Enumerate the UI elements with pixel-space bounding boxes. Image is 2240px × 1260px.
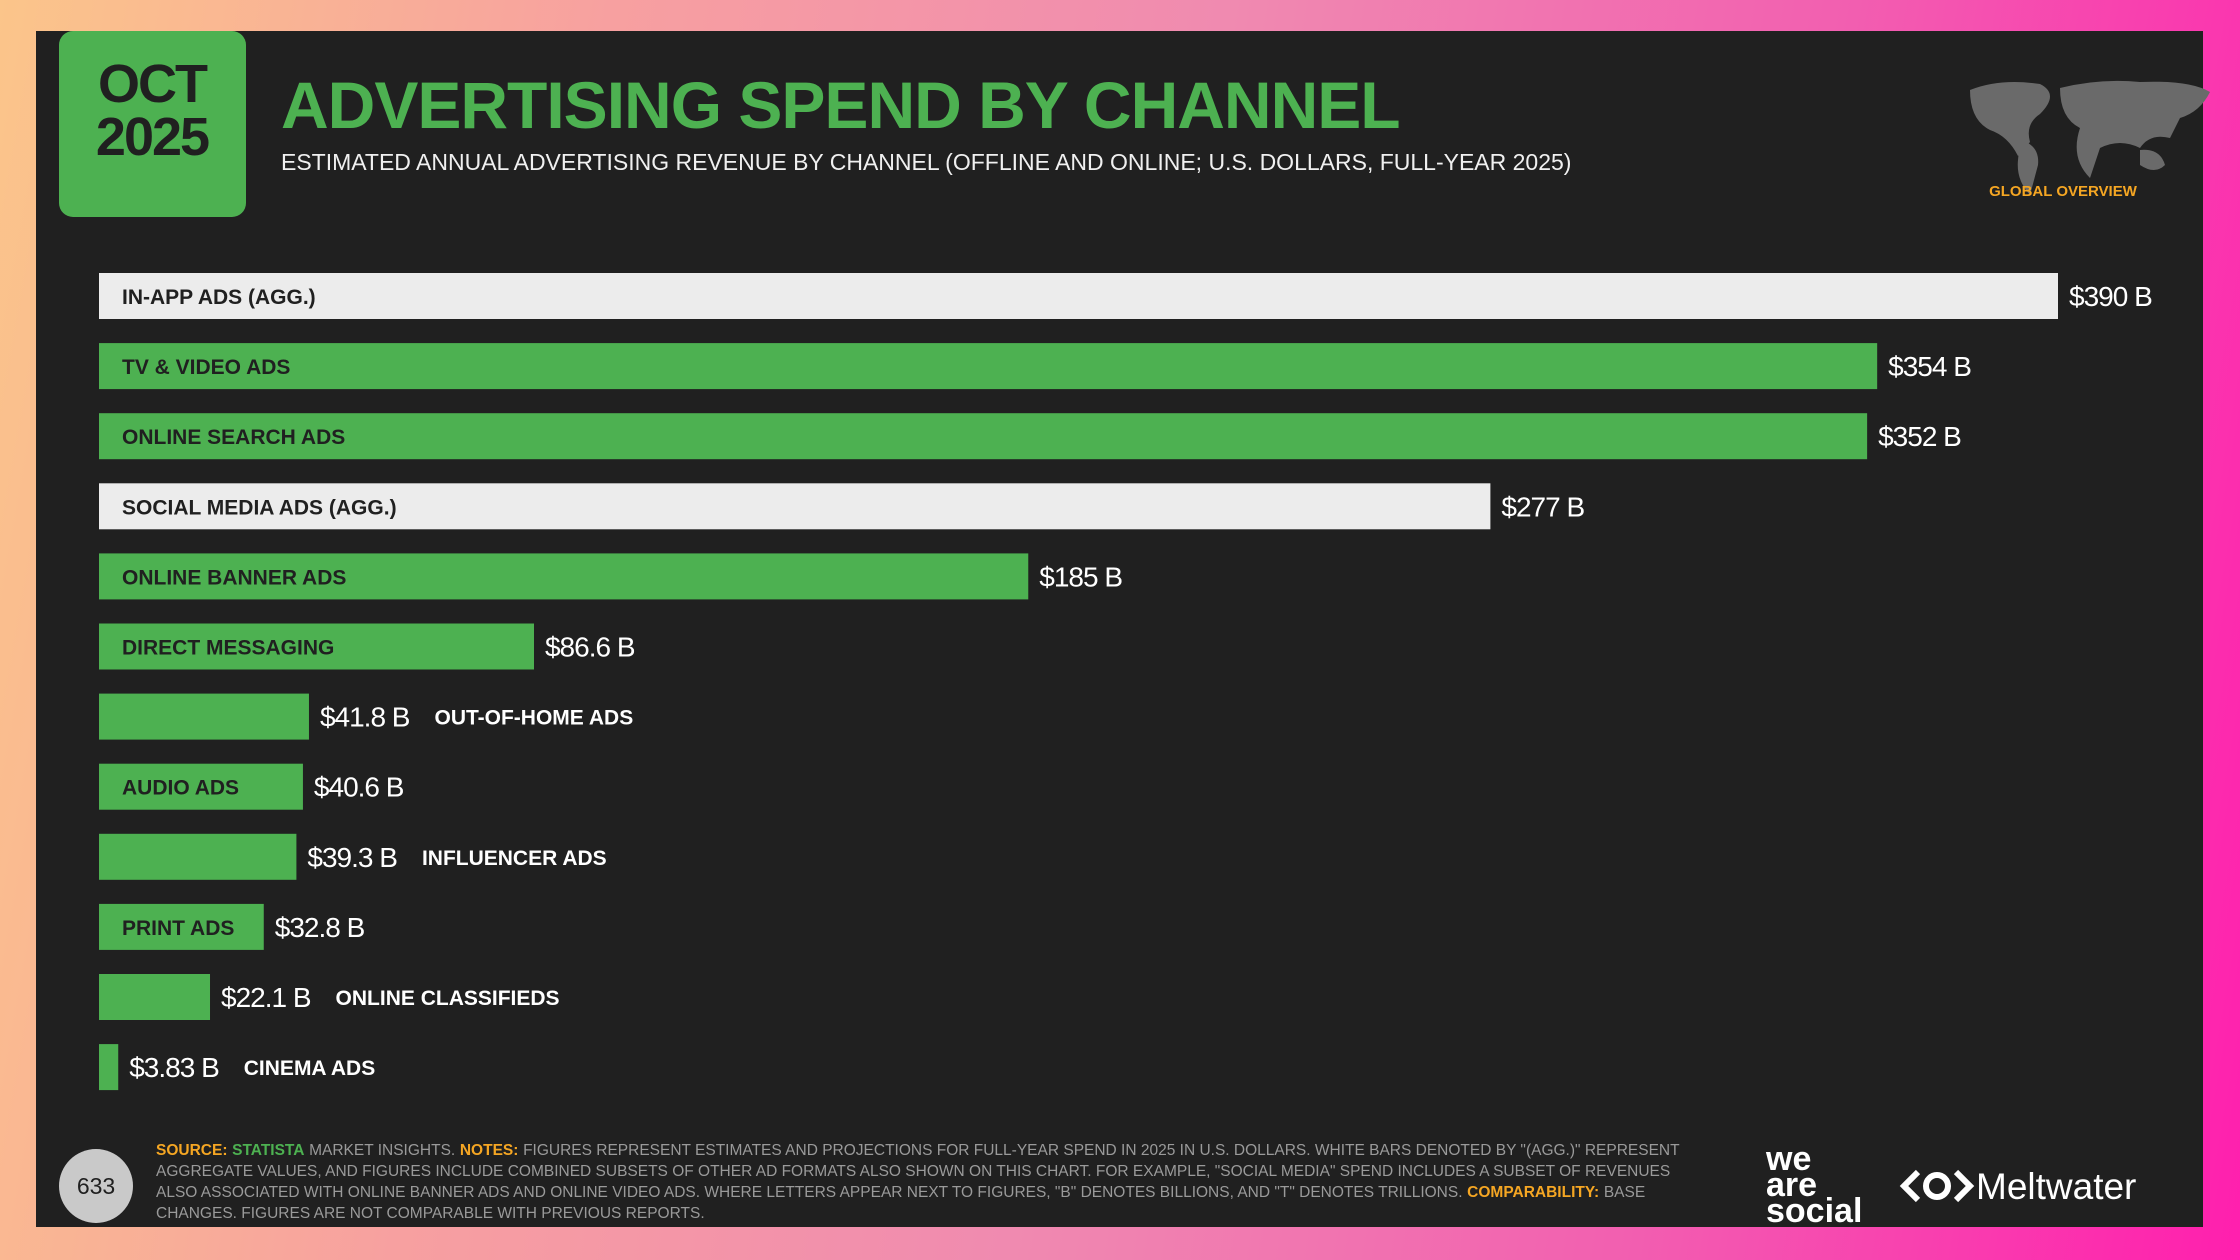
value-label: $32.8 B: [275, 912, 365, 943]
value-label: $40.6 B: [314, 772, 404, 803]
badge-year: 2025: [96, 107, 209, 167]
category-label: SOCIAL MEDIA ADS (AGG.): [122, 496, 397, 519]
date-badge: [59, 31, 246, 217]
value-label: $86.6 B: [545, 632, 635, 663]
partner-name: Meltwater: [1976, 1166, 2136, 1207]
category-label: CINEMA ADS: [244, 1057, 375, 1080]
footnote-segment: NOTES:: [459, 1142, 519, 1159]
bar: [99, 623, 534, 670]
category-label: DIRECT MESSAGING: [122, 637, 334, 660]
category-label: OUT-OF-HOME ADS: [434, 707, 633, 730]
value-label: $39.3 B: [307, 842, 397, 873]
category-label: AUDIO ADS: [122, 777, 239, 800]
bar: [99, 553, 1029, 600]
category-label: PRINT ADS: [122, 917, 234, 940]
footnote-segment: SOURCE:: [156, 1142, 228, 1159]
chart-title: ADVERTISING SPEND BY CHANNEL: [281, 68, 1400, 142]
badge-month: OCT: [98, 54, 208, 114]
bar: [99, 1044, 119, 1091]
brand-line: we: [1765, 1140, 1811, 1178]
footnote-segment: BASE CHANGES. FIGURES ARE NOT COMPARABLE…: [156, 1184, 1646, 1222]
category-label: ONLINE SEARCH ADS: [122, 426, 345, 449]
value-label: $41.8 B: [320, 702, 410, 733]
world-map: [1970, 80, 2210, 195]
value-label: $277 B: [1501, 491, 1584, 522]
value-label: $390 B: [2069, 281, 2152, 312]
bar: [99, 974, 211, 1020]
bar: [99, 693, 309, 740]
footnote-segment: STATISTA: [232, 1142, 305, 1159]
brand-line: social: [1766, 1192, 1862, 1230]
bar: [99, 833, 297, 880]
brand-line: are: [1766, 1166, 1817, 1204]
footnote-segment: COMPARABILITY:: [1467, 1184, 1600, 1201]
footnote-segment: FIGURES REPRESENT ESTIMATES AND PROJECTI…: [156, 1142, 1680, 1201]
region-label: GLOBAL OVERVIEW: [1989, 183, 2138, 200]
footnote-segment: MARKET INSIGHTS.: [309, 1142, 456, 1159]
page-number: 633: [77, 1173, 115, 1199]
bar: [99, 413, 1868, 460]
category-label: TV & VIDEO ADS: [122, 356, 290, 379]
value-label: $185 B: [1039, 561, 1122, 592]
bar: [99, 483, 1491, 530]
bar: [99, 763, 303, 810]
partner-logo: [1899, 1169, 1975, 1203]
category-label: ONLINE CLASSIFIEDS: [336, 987, 560, 1010]
category-label: IN-APP ADS (AGG.): [122, 286, 316, 309]
bar: [99, 273, 2058, 319]
bar: [99, 903, 264, 950]
value-label: $3.83 B: [129, 1052, 219, 1083]
footnotes: SOURCE: STATISTA MARKET INSIGHTS. NOTES: FIG…: [156, 1140, 1711, 1224]
value-label: $22.1 B: [221, 982, 311, 1013]
page-badge: [59, 1149, 133, 1223]
category-label: INFLUENCER ADS: [422, 847, 607, 870]
value-label: $354 B: [1888, 351, 1971, 382]
value-label: $352 B: [1878, 421, 1961, 452]
category-label: ONLINE BANNER ADS: [122, 566, 346, 589]
bar: [99, 343, 1878, 390]
chart-subtitle: ESTIMATED ANNUAL ADVERTISING REVENUE BY …: [281, 149, 1571, 175]
